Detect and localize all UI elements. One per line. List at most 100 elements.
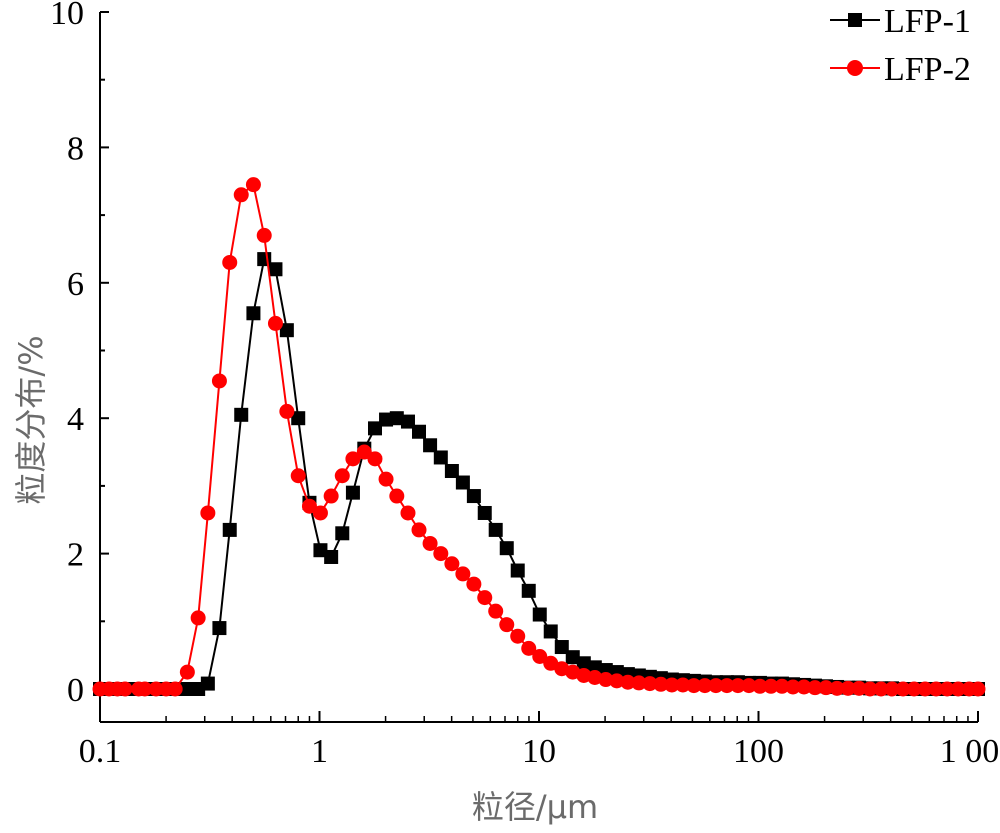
point-lfp-2-33 bbox=[444, 556, 460, 572]
point-lfp-1-28 bbox=[389, 411, 404, 426]
point-lfp-2-49 bbox=[620, 674, 636, 690]
point-lfp-1-21 bbox=[313, 543, 328, 558]
point-lfp-2-66 bbox=[807, 680, 823, 696]
point-lfp-1-14 bbox=[234, 407, 249, 422]
point-lfp-2-21 bbox=[312, 505, 328, 521]
point-lfp-2-71 bbox=[862, 681, 878, 697]
point-lfp-2-10 bbox=[190, 610, 206, 626]
point-lfp-2-53 bbox=[664, 677, 680, 693]
point-lfp-1-27 bbox=[379, 412, 394, 427]
point-lfp-2-12 bbox=[211, 373, 227, 389]
point-lfp-2-13 bbox=[222, 254, 238, 270]
x-tick-label-3: 100 bbox=[733, 733, 784, 770]
point-lfp-2-17 bbox=[267, 315, 283, 331]
point-lfp-2-70 bbox=[851, 680, 867, 696]
point-lfp-1-19 bbox=[291, 411, 306, 426]
point-lfp-2-67 bbox=[818, 680, 834, 696]
point-lfp-1-36 bbox=[477, 505, 492, 520]
legend-item-lfp-1: LFP-1 bbox=[830, 3, 971, 40]
point-lfp-1-44 bbox=[565, 650, 580, 665]
point-lfp-1-35 bbox=[466, 489, 481, 504]
y-tick-label-4: 8 bbox=[67, 130, 84, 167]
series-layer bbox=[92, 177, 986, 697]
point-lfp-2-26 bbox=[367, 451, 383, 467]
point-lfp-2-48 bbox=[609, 673, 625, 689]
point-lfp-2-62 bbox=[763, 678, 779, 694]
point-lfp-2-64 bbox=[785, 679, 801, 695]
point-lfp-2-30 bbox=[411, 522, 427, 538]
point-lfp-1-32 bbox=[433, 450, 448, 465]
point-lfp-2-35 bbox=[466, 576, 482, 592]
point-lfp-1-22 bbox=[324, 549, 339, 564]
point-lfp-2-73 bbox=[884, 681, 900, 697]
legend-item-lfp-2: LFP-2 bbox=[830, 51, 971, 88]
point-lfp-2-32 bbox=[433, 546, 449, 562]
point-lfp-1-30 bbox=[412, 424, 427, 439]
point-lfp-2-51 bbox=[642, 676, 658, 692]
point-lfp-2-19 bbox=[290, 468, 306, 484]
point-lfp-1-15 bbox=[246, 306, 261, 321]
point-lfp-2-18 bbox=[279, 403, 295, 419]
point-lfp-1-23 bbox=[335, 526, 350, 541]
point-lfp-2-72 bbox=[873, 681, 889, 697]
point-lfp-2-41 bbox=[532, 649, 548, 665]
point-lfp-2-37 bbox=[488, 603, 504, 619]
y-tick-label-1: 2 bbox=[67, 537, 84, 574]
point-lfp-2-61 bbox=[752, 678, 768, 694]
x-axis-title: 粒径/μm bbox=[472, 788, 598, 826]
point-lfp-2-79 bbox=[950, 681, 966, 697]
point-lfp-1-34 bbox=[455, 475, 470, 490]
point-lfp-2-28 bbox=[389, 488, 405, 504]
point-lfp-1-45 bbox=[576, 656, 591, 671]
series-lfp-1 bbox=[93, 252, 985, 696]
point-lfp-2-56 bbox=[697, 678, 713, 694]
point-lfp-2-38 bbox=[499, 617, 515, 633]
point-lfp-1-17 bbox=[268, 262, 283, 277]
point-lfp-2-22 bbox=[323, 488, 339, 504]
point-lfp-2-52 bbox=[653, 676, 669, 692]
point-lfp-1-26 bbox=[368, 421, 383, 436]
y-tick-label-5: 10 bbox=[50, 0, 84, 32]
series-lfp-2 bbox=[92, 177, 986, 697]
y-ticks: 0 2 4 6 8 10 bbox=[50, 0, 109, 709]
x-tick-label-0: 0.1 bbox=[79, 733, 122, 770]
point-lfp-2-68 bbox=[829, 680, 845, 696]
series-line-lfp-1 bbox=[100, 257, 978, 690]
point-lfp-1-39 bbox=[510, 563, 525, 578]
point-lfp-2-5 bbox=[137, 681, 153, 697]
point-lfp-2-23 bbox=[334, 468, 350, 484]
legend-label-lfp-1: LFP-1 bbox=[884, 3, 971, 40]
point-lfp-1-40 bbox=[521, 583, 536, 598]
point-lfp-2-74 bbox=[895, 681, 911, 697]
point-lfp-2-8 bbox=[167, 681, 183, 697]
point-lfp-1-31 bbox=[423, 438, 438, 453]
point-lfp-2-24 bbox=[345, 451, 361, 467]
point-lfp-2-55 bbox=[686, 678, 702, 694]
point-lfp-1-33 bbox=[444, 464, 459, 479]
point-lfp-1-42 bbox=[543, 624, 558, 639]
y-axis-title: 粒度分布/% bbox=[12, 335, 50, 504]
point-lfp-2-63 bbox=[774, 678, 790, 694]
point-lfp-2-47 bbox=[598, 672, 614, 688]
point-lfp-2-34 bbox=[455, 566, 471, 582]
point-lfp-1-24 bbox=[345, 485, 360, 500]
point-lfp-2-81 bbox=[970, 681, 986, 697]
point-lfp-2-15 bbox=[245, 177, 261, 193]
point-lfp-2-11 bbox=[200, 505, 216, 521]
point-lfp-2-59 bbox=[730, 678, 746, 694]
point-lfp-2-54 bbox=[675, 677, 691, 693]
point-lfp-2-76 bbox=[917, 681, 933, 697]
point-lfp-2-69 bbox=[840, 680, 856, 696]
x-tick-label-4: 1 000 bbox=[940, 733, 1000, 770]
point-lfp-1-41 bbox=[532, 607, 547, 622]
point-lfp-1-12 bbox=[212, 621, 227, 636]
point-lfp-2-40 bbox=[521, 640, 537, 656]
legend-marker-lfp-1 bbox=[848, 13, 862, 27]
point-lfp-2-29 bbox=[400, 505, 416, 521]
point-lfp-2-3 bbox=[117, 681, 133, 697]
point-lfp-1-38 bbox=[499, 541, 514, 556]
point-lfp-1-37 bbox=[488, 522, 503, 537]
legend-marker-lfp-2 bbox=[847, 60, 863, 76]
point-lfp-1-18 bbox=[279, 323, 294, 338]
